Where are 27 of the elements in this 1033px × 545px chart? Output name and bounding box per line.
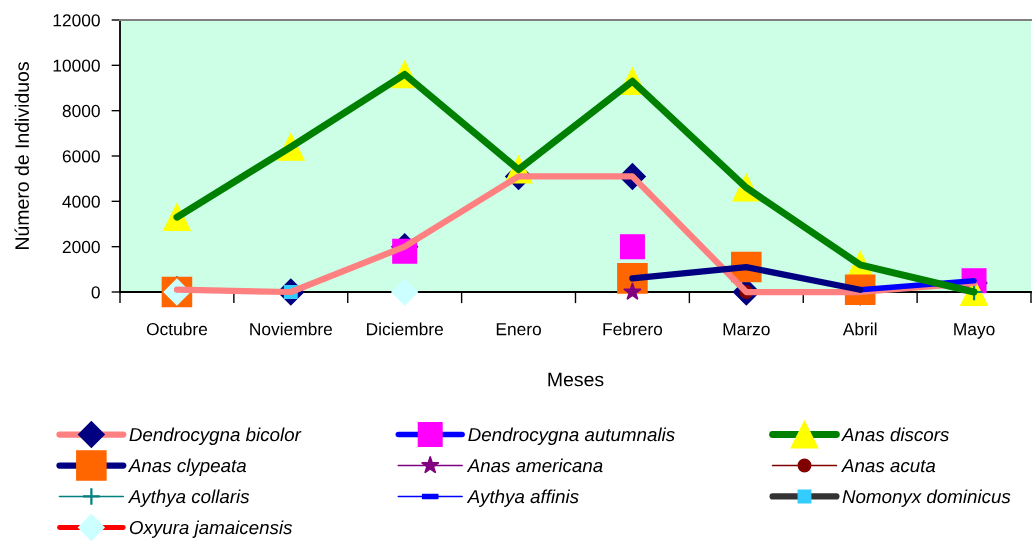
y-tick-label: 8000 [62, 104, 100, 118]
y-tick-label: 0 [91, 286, 100, 299]
y-axis-title: Número de Individuos [14, 62, 29, 249]
y-tick-label: 6000 [62, 150, 100, 163]
x-tick-label: Noviembre [250, 322, 333, 336]
x-tick-label: Abril [842, 322, 877, 336]
x-axis-title: Meses [548, 372, 604, 387]
x-tick-label: Marzo [723, 323, 770, 336]
legend-label: Dendrocygna autumnalis [468, 427, 675, 445]
legend-label: Oxyura jamaicensis [129, 520, 293, 538]
legend-label: Aythya affinis [466, 489, 579, 507]
x-tick-label: Diciembre [367, 322, 443, 336]
legend-label: Dendrocygna bicolor [129, 427, 302, 445]
legend-label: Anas clypeata [127, 458, 247, 476]
y-tick-label: 12000 [53, 14, 100, 27]
x-tick-label: Enero [496, 323, 541, 336]
y-tick-label: 4000 [62, 195, 100, 208]
legend-label: Anas discors [841, 427, 949, 442]
x-tick-label: Febrero [603, 322, 663, 336]
x-tick-label: Mayo [954, 323, 995, 339]
y-tick-label: 10000 [53, 59, 100, 72]
x-tick-label: Octubre [146, 322, 208, 336]
legend-label: Anas acuta [841, 459, 936, 473]
y-tick-label: 2000 [62, 240, 100, 254]
legend-label: Nomonyx dominicus [842, 489, 1011, 507]
legend-label: Anas americana [466, 458, 603, 473]
legend-label: Aythya collaris [127, 489, 250, 507]
